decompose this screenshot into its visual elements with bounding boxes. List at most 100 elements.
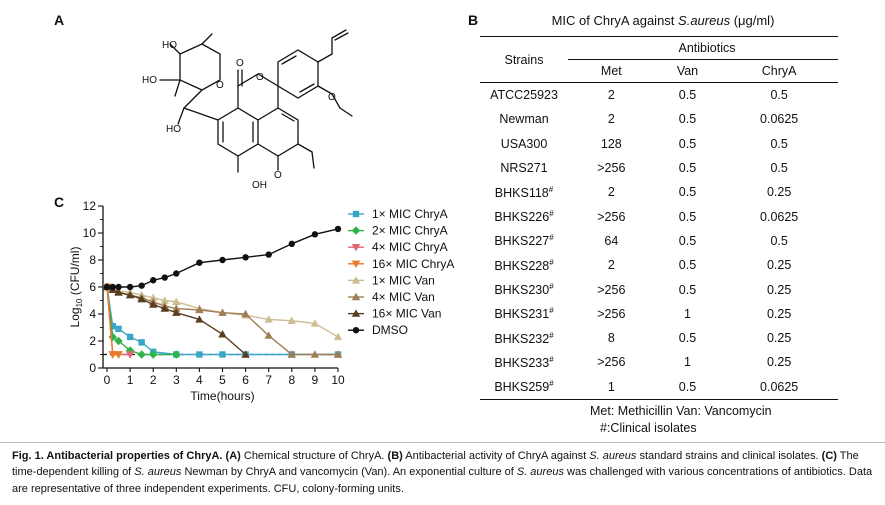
data-point <box>138 339 145 346</box>
data-point <box>218 330 227 338</box>
caption-b-species: S. aureus <box>589 450 637 462</box>
cell-chrya: 0.5 <box>770 161 788 176</box>
cell-van: 0.5 <box>678 209 697 224</box>
header-met: Met <box>600 64 622 78</box>
x-tick-label: 2 <box>150 373 157 387</box>
data-point <box>125 351 135 359</box>
data-point <box>161 274 168 281</box>
data-point <box>334 225 342 233</box>
cell-chrya: 0.5 <box>770 136 788 151</box>
legend-label: 1× MIC ChryA <box>372 207 448 221</box>
caption-b-text2: standard strains and clinical isolates. <box>636 450 822 462</box>
strain-name: BHKS232 <box>494 331 550 346</box>
table-row: BHKS232# 8 0.5 0.25 <box>480 326 838 350</box>
table-row: Newman 2 0.5 0.0625 <box>480 107 838 131</box>
table-title-species: S.aureus <box>678 13 731 28</box>
x-tick-label: 7 <box>265 373 272 387</box>
strain-name: ATCC25923 <box>490 88 558 103</box>
cell-strain: BHKS232# <box>480 326 568 350</box>
data-point <box>114 288 123 296</box>
chem-label-o-ring: O <box>216 80 224 91</box>
caption-c-text3: was challenged with various concentratio… <box>12 466 873 495</box>
table-row: BHKS230# >256 0.5 0.25 <box>480 277 838 301</box>
strain-clinical-mark: # <box>549 379 554 389</box>
data-point <box>126 283 134 291</box>
cell-strain: BHKS259# <box>480 375 568 400</box>
data-point <box>264 331 273 339</box>
x-tick-label: 5 <box>219 373 226 387</box>
data-point <box>125 290 135 299</box>
x-tick-label: 10 <box>331 373 345 387</box>
cell-chrya: 0.25 <box>766 355 792 370</box>
data-point <box>264 315 273 323</box>
data-point <box>310 319 320 327</box>
data-point <box>149 293 158 301</box>
strain-name: NRS271 <box>500 161 548 176</box>
legend-marker <box>351 309 361 317</box>
x-tick-label: 9 <box>312 373 319 387</box>
cell-chrya: 0.25 <box>766 185 792 200</box>
cell-strain: BHKS231# <box>480 302 568 326</box>
caption-fig-label: Fig. 1. Antibacterial properties of Chry… <box>12 450 223 462</box>
data-point <box>310 350 320 358</box>
y-tick-label: 4 <box>89 307 96 321</box>
strain-clinical-mark: # <box>549 257 554 267</box>
table-row: USA300 128 0.5 0.5 <box>480 132 838 156</box>
strain-name: BHKS259 <box>494 380 550 395</box>
data-point <box>137 350 146 359</box>
data-point <box>150 277 157 284</box>
cell-strain: BHKS230# <box>480 277 568 301</box>
cell-chrya: 0.25 <box>766 331 792 346</box>
legend-label: 4× MIC Van <box>372 290 435 304</box>
cell-chrya: 0.5 <box>770 88 788 103</box>
table-row: BHKS227# 64 0.5 0.5 <box>480 229 838 253</box>
cell-met: 64 <box>604 233 619 248</box>
legend-marker <box>351 244 361 252</box>
cell-met: >256 <box>597 355 626 370</box>
y-tick-label: 2 <box>89 334 96 348</box>
cell-met: 128 <box>600 136 622 151</box>
chem-label-oh: OH <box>252 180 267 191</box>
caption-b-label: (B) <box>387 450 403 462</box>
strain-name: BHKS231 <box>494 307 550 322</box>
cell-strain: BHKS227# <box>480 229 568 253</box>
cell-strain: BHKS233# <box>480 350 568 374</box>
caption-a-label: (A) <box>225 450 241 462</box>
cell-van: 0.5 <box>678 258 697 273</box>
data-point <box>114 351 123 359</box>
table-row: NRS271 >256 0.5 0.5 <box>480 156 838 180</box>
time-kill-chart: 0 1 2 3 4 5 6 7 8 9 10 0 2 4 6 8 10 12 Time(hours) Log10 (C… <box>55 190 475 430</box>
legend-marker <box>351 260 361 268</box>
strain-clinical-mark: # <box>549 330 554 340</box>
legend-label: 1× MIC Van <box>372 273 435 287</box>
data-point <box>172 308 181 316</box>
cell-van: 0.5 <box>678 161 697 176</box>
table-row: BHKS118# 2 0.5 0.25 <box>480 180 838 204</box>
legend-marker <box>352 327 360 334</box>
x-tick-label: 3 <box>173 373 180 387</box>
data-point <box>219 256 226 264</box>
legend-label: 16× MIC Van <box>372 307 441 321</box>
table-row: BHKS226# >256 0.5 0.0625 <box>480 204 838 228</box>
strain-clinical-mark: # <box>549 233 554 243</box>
x-tick-label: 4 <box>196 373 203 387</box>
data-point <box>103 283 111 291</box>
data-point <box>149 300 158 308</box>
legend-marker <box>352 210 360 218</box>
data-point <box>109 283 116 291</box>
caption-c-species2: S. aureus <box>516 466 564 479</box>
cell-chrya: 0.0625 <box>760 379 799 394</box>
data-point <box>172 297 181 306</box>
table-title-unit: (μg/ml) <box>730 13 775 28</box>
strain-name: Newman <box>499 112 549 127</box>
strain-clinical-mark: # <box>548 184 554 194</box>
data-point <box>137 294 146 303</box>
y-tick-label: 6 <box>89 280 96 294</box>
data-point <box>115 283 122 291</box>
figure-caption: Fig. 1. Antibacterial properties of Chry… <box>12 448 880 497</box>
cell-chrya: 0.25 <box>766 306 792 321</box>
y-tick-label: 8 <box>89 253 96 267</box>
data-point <box>195 315 204 323</box>
chem-label-o-lactone: O <box>256 72 264 83</box>
chem-label-o-methoxy-bottom: O <box>274 170 282 181</box>
